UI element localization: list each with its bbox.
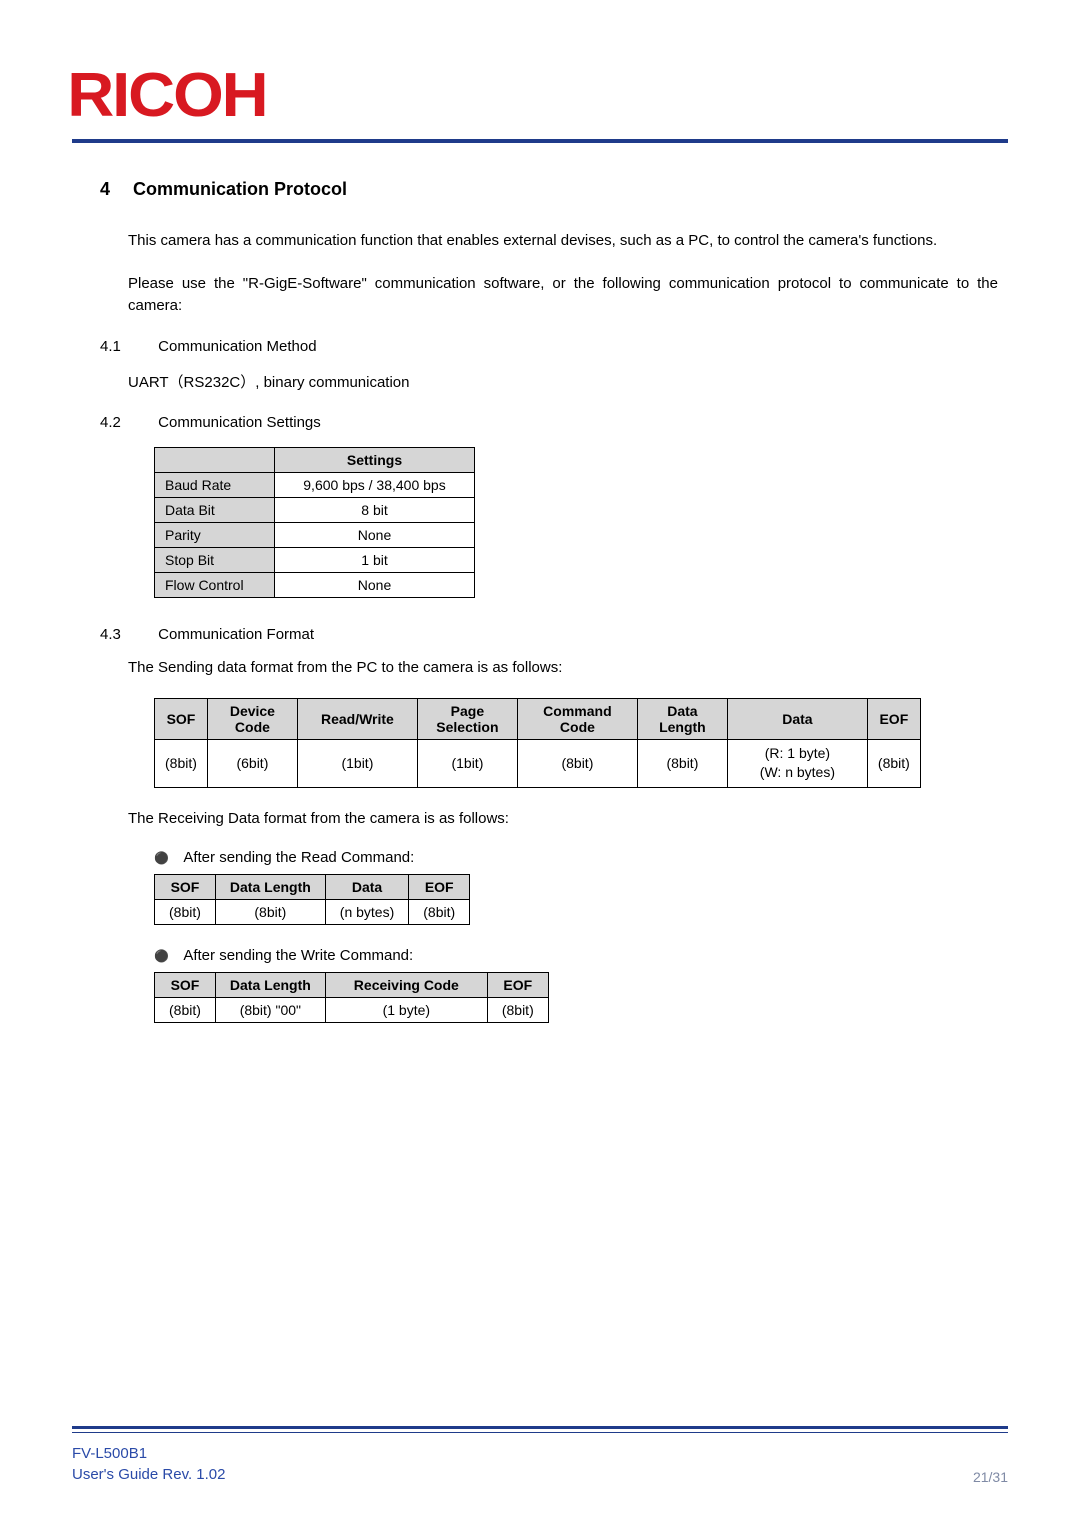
header-rule (72, 139, 1008, 143)
section-number: 4 (100, 179, 128, 200)
subsection-number: 4.1 (100, 338, 154, 355)
subsection-4-3-heading: 4.3 Communication Format (100, 626, 1008, 643)
sub41-body: UART（RS232C）, binary communication (128, 371, 1008, 392)
subsection-number: 4.2 (100, 414, 154, 431)
write-bullet: ⚫ After sending the Write Command: (154, 947, 1008, 964)
settings-empty-header (155, 447, 275, 472)
logo-text: RICOH (67, 60, 266, 131)
subsection-4-1-heading: 4.1 Communication Method (100, 338, 1008, 355)
settings-table: Settings Baud Rate9,600 bps / 38,400 bps… (154, 447, 475, 598)
read-response-table: SOF Data Length Data EOF (8bit) (8bit) (… (154, 874, 470, 925)
subsection-number: 4.3 (100, 626, 154, 643)
footer-left: FV-L500B1 User's Guide Rev. 1.02 (72, 1443, 226, 1485)
subsection-title: Communication Method (158, 338, 316, 355)
subsection-4-2-heading: 4.2 Communication Settings (100, 414, 1008, 431)
table-row: (8bit) (8bit) "00" (1 byte) (8bit) (155, 997, 549, 1022)
recv-intro: The Receiving Data format from the camer… (128, 810, 1008, 827)
table-row: Baud Rate9,600 bps / 38,400 bps (155, 472, 475, 497)
intro-paragraph-1: This camera has a communication function… (128, 230, 998, 253)
intro-paragraph-2: Please use the "R-GigE-Software" communi… (128, 273, 998, 318)
data-cell-multiline: (R: 1 byte) (W: n bytes) (727, 739, 867, 787)
footer-model: FV-L500B1 (72, 1443, 226, 1464)
section-heading: 4 Communication Protocol (100, 179, 1008, 200)
page-footer: FV-L500B1 User's Guide Rev. 1.02 21/31 (0, 1426, 1080, 1486)
bullet-icon: ⚫ (154, 949, 180, 963)
read-bullet: ⚫ After sending the Read Command: (154, 849, 1008, 866)
subsection-title: Communication Settings (158, 414, 321, 431)
table-row: ParityNone (155, 522, 475, 547)
table-row: Stop Bit1 bit (155, 547, 475, 572)
table-row: (8bit) (8bit) (n bytes) (8bit) (155, 899, 470, 924)
bullet-icon: ⚫ (154, 851, 180, 865)
subsection-title: Communication Format (158, 626, 314, 643)
section-title-text: Communication Protocol (133, 179, 347, 199)
settings-header: Settings (275, 447, 475, 472)
table-row: Flow ControlNone (155, 572, 475, 597)
table-row: Data Bit8 bit (155, 497, 475, 522)
table-row: (8bit) (6bit) (1bit) (1bit) (8bit) (8bit… (155, 739, 921, 787)
send-format-table: SOF Device Code Read/Write Page Selectio… (154, 698, 921, 788)
brand-logo: RICOH (72, 60, 1008, 131)
footer-guide: User's Guide Rev. 1.02 (72, 1464, 226, 1485)
write-response-table: SOF Data Length Receiving Code EOF (8bit… (154, 972, 549, 1023)
footer-rule-bottom (72, 1432, 1008, 1434)
footer-rule-top (72, 1426, 1008, 1429)
footer-page-number: 21/31 (973, 1469, 1008, 1485)
send-intro: The Sending data format from the PC to t… (128, 659, 1008, 676)
